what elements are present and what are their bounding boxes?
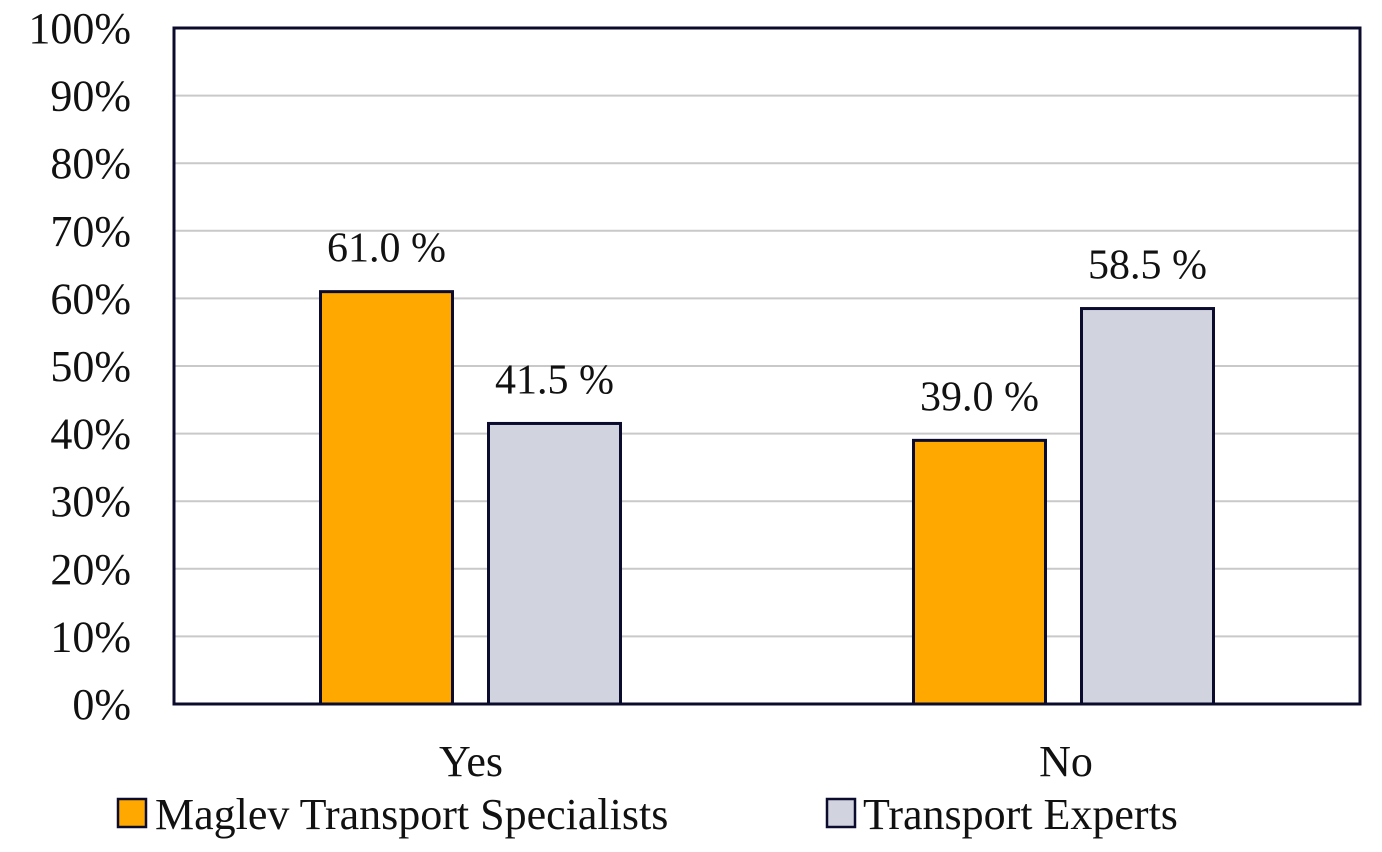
y-tick-label: 90% — [50, 72, 131, 121]
legend: Maglev Transport Specialists Transport E… — [116, 790, 1178, 839]
legend-label-maglev-transport-specialists: Maglev Transport Specialists — [155, 790, 668, 839]
bar-no-maglev-transport-specialists — [912, 438, 1047, 706]
y-axis-tick-labels: 0% 10% 20% 30% 40% 50% 60% 70% 80% 90% 100% — [28, 4, 131, 729]
y-tick-label: 60% — [50, 274, 131, 323]
data-label: 58.5 % — [1088, 243, 1207, 289]
data-label: 41.5 % — [495, 357, 614, 403]
category-label-yes: Yes — [439, 737, 503, 786]
y-tick-label: 50% — [50, 342, 131, 391]
y-tick-label: 0% — [72, 680, 131, 729]
y-tick-label: 30% — [50, 477, 131, 526]
bar-yes-maglev-transport-specialists — [319, 290, 454, 706]
y-tick-label: 10% — [50, 612, 131, 661]
category-label-no: No — [1039, 737, 1093, 786]
y-tick-label: 80% — [50, 139, 131, 188]
data-label: 39.0 % — [920, 374, 1039, 420]
y-tick-label: 70% — [50, 207, 131, 256]
y-tick-label: 100% — [28, 4, 131, 53]
data-labels: 61.0 % 41.5 % 39.0 % 58.5 % — [327, 226, 1207, 421]
bars — [319, 290, 1215, 706]
legend-swatch-transport-experts — [825, 797, 857, 829]
legend-label-transport-experts: Transport Experts — [863, 790, 1178, 839]
x-axis-category-labels: Yes No — [439, 737, 1093, 786]
plot-area-border — [172, 26, 1362, 706]
legend-swatch-maglev-transport-specialists — [116, 797, 148, 829]
bar-no-transport-experts — [1080, 307, 1215, 706]
data-label: 61.0 % — [327, 226, 446, 272]
y-tick-label: 40% — [50, 410, 131, 459]
y-tick-label: 20% — [50, 545, 131, 594]
bar-yes-transport-experts — [487, 421, 622, 706]
